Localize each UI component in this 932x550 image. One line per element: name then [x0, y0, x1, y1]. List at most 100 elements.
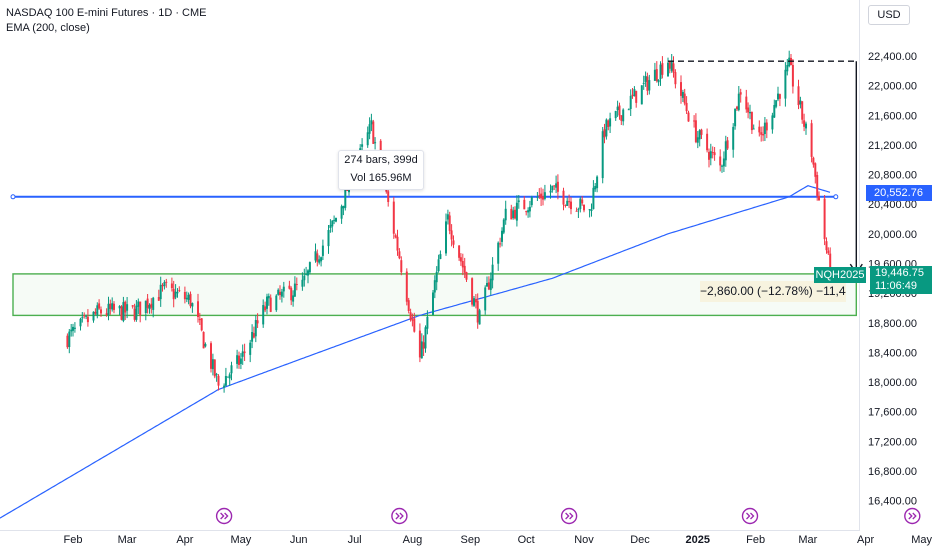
y-tick-label: 20,000.00: [868, 229, 917, 241]
candle: [292, 290, 295, 307]
x-tick-label: Feb: [64, 534, 83, 546]
candle-body: [683, 93, 686, 104]
candle: [633, 86, 636, 97]
candle-body: [825, 241, 828, 251]
candle: [739, 88, 742, 103]
candle: [566, 197, 569, 206]
y-tick-label: 20,400.00: [868, 199, 917, 211]
candle: [762, 126, 765, 142]
candle-body: [497, 242, 500, 264]
candle: [66, 333, 69, 349]
candle: [146, 294, 149, 314]
horizontal-level: [10, 194, 839, 200]
x-tick-label: Dec: [630, 534, 650, 546]
candle: [706, 128, 709, 153]
candle-body: [342, 205, 345, 209]
candle-body: [556, 181, 559, 192]
candle-body: [555, 183, 558, 188]
candle-body: [210, 343, 212, 369]
candle: [562, 187, 565, 211]
event-marker-icon[interactable]: [741, 507, 759, 525]
candle-body: [288, 285, 291, 289]
event-marker-chevrons: [395, 512, 404, 520]
candle-body: [305, 273, 308, 275]
candle: [213, 359, 216, 379]
y-tick-label: 20,800.00: [868, 170, 917, 182]
candle-body: [445, 221, 447, 254]
candle: [170, 277, 173, 292]
candle-body: [523, 199, 526, 210]
candle: [202, 331, 205, 349]
candle-body: [543, 192, 546, 199]
candle: [749, 104, 751, 120]
candle: [269, 294, 272, 313]
candle: [620, 115, 623, 125]
candle-body: [745, 96, 748, 110]
candle-body: [499, 243, 502, 245]
candle: [280, 288, 283, 303]
candle-body: [694, 120, 697, 143]
candle-body: [266, 296, 268, 309]
candle-body: [640, 85, 643, 105]
bar-countdown: 11:06:49: [875, 280, 918, 292]
candle-body: [301, 279, 304, 287]
candle: [635, 90, 638, 108]
candle-body: [432, 292, 434, 315]
y-tick-label: 18,800.00: [868, 318, 917, 330]
candle-body: [478, 310, 481, 325]
candle-body: [446, 214, 449, 220]
candle: [267, 293, 270, 306]
candle: [307, 269, 309, 284]
candle-body: [816, 175, 819, 196]
candle-body: [674, 72, 677, 85]
candle: [575, 207, 578, 212]
candle: [215, 372, 218, 382]
candle-body: [98, 303, 101, 309]
candle: [94, 308, 97, 316]
candle: [644, 71, 647, 87]
candle-body: [760, 132, 763, 135]
candle: [228, 372, 231, 386]
candle-body: [696, 137, 699, 143]
candle: [640, 85, 643, 105]
candle-body: [801, 101, 804, 120]
candle: [135, 300, 138, 322]
candle: [333, 215, 336, 225]
candle: [211, 353, 214, 376]
candle: [262, 299, 265, 328]
candle: [236, 349, 239, 369]
candle: [327, 225, 330, 254]
event-marker-icon[interactable]: [215, 507, 233, 525]
candle-body: [747, 107, 750, 113]
event-marker-icon[interactable]: [391, 507, 408, 525]
candle-body: [607, 120, 610, 127]
candle-body: [648, 80, 651, 91]
event-marker-icon[interactable]: [560, 507, 578, 525]
x-tick-label: Apr: [176, 534, 193, 546]
candle: [139, 301, 142, 323]
candle: [685, 96, 688, 114]
candle: [109, 299, 112, 315]
event-marker-icon[interactable]: [904, 507, 921, 525]
candle: [133, 303, 136, 322]
candle-body: [100, 309, 102, 314]
candle: [803, 113, 806, 132]
last-price: 19,446.75: [875, 267, 924, 279]
candle-body: [596, 176, 599, 189]
candle: [70, 324, 73, 337]
currency-button[interactable]: USD: [868, 5, 910, 25]
candle: [252, 326, 255, 339]
candle-body: [721, 165, 723, 167]
candle-body: [426, 316, 429, 329]
candle: [627, 108, 630, 111]
candle: [528, 200, 531, 218]
measure-label: −2,860.00 (−12.78%) −11,440: [700, 281, 846, 302]
candle: [424, 325, 427, 353]
candle: [661, 56, 664, 79]
candle-body: [197, 301, 199, 317]
candle: [579, 197, 582, 213]
candle-body: [256, 320, 259, 324]
candle-body: [238, 355, 240, 365]
indicator-label[interactable]: EMA (200, close): [6, 22, 90, 34]
